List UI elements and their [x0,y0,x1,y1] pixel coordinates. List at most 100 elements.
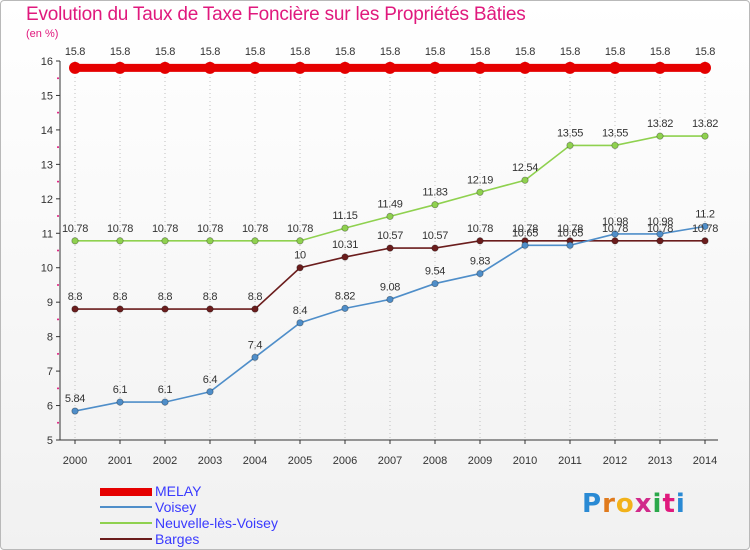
data-label: 15.8 [380,46,400,58]
data-point [296,237,304,245]
data-label: 15.8 [650,46,670,58]
data-point [71,237,79,245]
data-label: 6.4 [203,374,218,386]
x-tick-label: 2011 [558,455,582,467]
data-label: 10.78 [692,223,718,235]
legend-swatch [100,538,152,540]
data-label: 15.8 [695,46,715,58]
y-tick-label: 14 [41,125,53,137]
data-point [386,295,394,304]
data-label: 15.8 [155,46,175,58]
data-label: 15.8 [605,46,625,58]
x-tick-label: 2002 [153,455,177,467]
data-label: 15.8 [515,46,535,58]
data-point [71,407,79,415]
y-minor-tick [57,215,59,218]
data-label: 10.78 [602,223,628,235]
y-tick-label: 7 [47,366,53,378]
data-point [249,61,261,74]
data-label: 13.55 [557,127,583,139]
data-label: 6.1 [113,384,128,396]
data-label: 11.49 [377,198,402,210]
data-point [476,269,484,278]
data-point [431,201,439,209]
data-point [476,188,484,196]
y-tick-label: 11 [42,228,53,240]
data-point [566,241,574,249]
data-label: 8.8 [113,291,128,303]
x-tick-label: 2008 [423,455,447,467]
data-label: 6.1 [158,384,173,396]
data-point [251,237,259,245]
y-tick-label: 13 [41,159,53,171]
data-point [701,132,709,140]
data-label: 15.8 [470,46,490,58]
data-label: 12.19 [467,174,493,186]
data-point [384,61,396,74]
data-label: 8.82 [335,290,355,302]
proxiti-logo: Proxiti [582,489,686,519]
brand-letter: t [662,489,676,519]
data-label: 10.78 [512,223,538,235]
data-point [116,237,124,245]
data-labels: 15.8 15.8 15.8 15.8 15.8 15.8 15.8 15.8 15.8 15.8… [62,46,719,405]
data-point [521,176,529,184]
data-point [341,224,349,232]
data-label: 15.8 [65,46,85,58]
y-minor-tick [57,318,59,321]
data-label: 15.8 [110,46,130,58]
data-point [521,241,529,249]
data-point [206,237,214,245]
y-minor-tick [57,421,59,424]
data-label: 12.54 [512,162,538,174]
series-lines [69,61,711,415]
data-label: 13.55 [602,127,628,139]
data-label: 8.8 [203,291,218,303]
data-point [251,305,259,313]
y-minor-tick [57,283,59,286]
x-tick-label: 2006 [333,455,357,467]
data-label: 13.82 [692,118,718,130]
data-point [386,244,394,252]
x-tick-label: 2007 [378,455,402,467]
data-point [611,141,619,150]
y-minor-tick [57,180,59,183]
data-point [204,61,216,74]
data-point [431,279,439,288]
data-point [339,61,351,74]
data-point [611,237,619,245]
data-label: 8.4 [293,305,308,317]
data-point [566,141,574,150]
x-tick-label: 2013 [648,455,672,467]
data-label: 10.57 [422,230,448,242]
data-point [116,305,124,313]
data-label: 10 [294,250,306,262]
brand-letter: o [615,489,635,519]
data-point [341,304,349,312]
y-tick-label: 12 [41,194,53,206]
y-tick-label: 6 [47,401,53,413]
x-tick-label: 2009 [468,455,492,467]
y-minor-tick [57,352,59,355]
x-tick-label: 2001 [108,455,132,467]
y-tick-label: 9 [47,297,53,309]
data-label: 10.65 [512,227,538,239]
data-label: 10.78 [647,223,673,235]
brand-letter: P [582,489,603,519]
data-label: 15.8 [200,46,220,58]
data-point [161,398,169,406]
data-point [701,222,709,230]
data-label: 11.83 [422,187,447,199]
x-tick-label: 2012 [603,455,627,467]
data-label: 5.84 [65,393,85,405]
data-point [206,388,214,396]
x-tick-label: 2010 [513,455,537,467]
x-tick-label: 2003 [198,455,222,467]
data-point [206,305,214,313]
data-label: 15.8 [425,46,445,58]
brand-letter: r [602,489,616,519]
y-minor-tick [57,387,59,390]
data-label: 8.8 [248,291,263,303]
data-label: 15.8 [245,46,265,58]
